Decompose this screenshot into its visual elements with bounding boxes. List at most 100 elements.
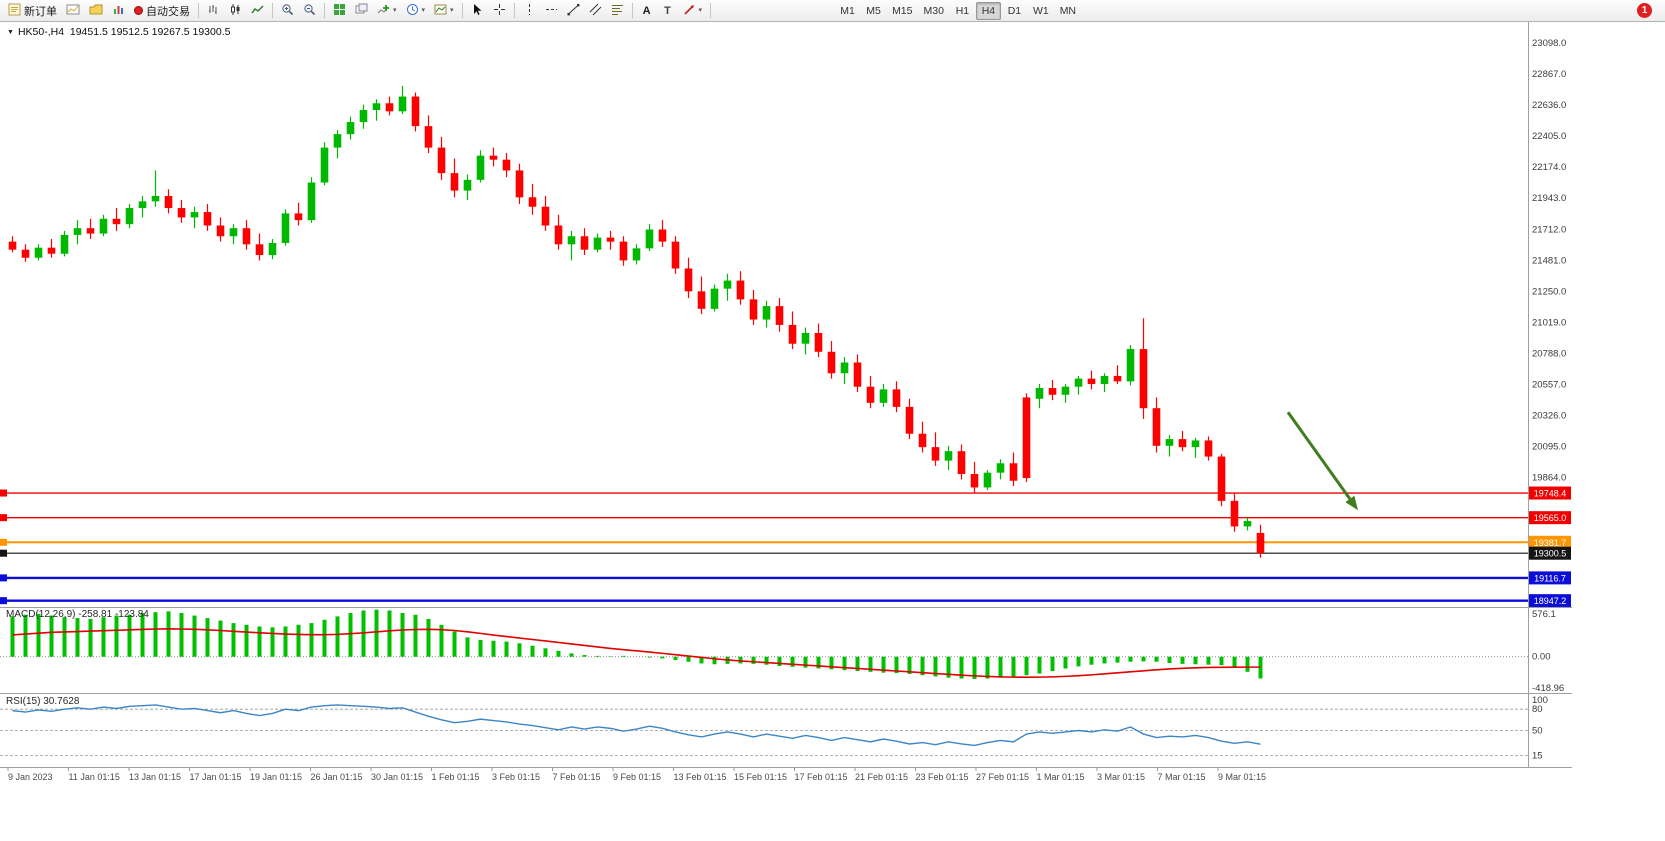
svg-text:3 Feb 01:15: 3 Feb 01:15 [492,772,540,782]
trendline-button[interactable] [563,1,584,20]
svg-text:20095.0: 20095.0 [1532,441,1566,452]
candlesticks [8,85,1265,558]
svg-text:15: 15 [1532,750,1543,761]
svg-text:19748.4: 19748.4 [1534,489,1567,499]
svg-text:21943.0: 21943.0 [1532,193,1566,204]
fibonacci-button[interactable] [607,1,628,20]
crosshair-button[interactable] [489,1,510,20]
tile-windows-button[interactable] [329,1,350,20]
svg-text:17 Jan 01:15: 17 Jan 01:15 [190,772,242,782]
timeframe-mn[interactable]: MN [1055,2,1081,20]
arrow-tool-icon [683,3,696,19]
svg-text:23 Feb 01:15: 23 Feb 01:15 [916,772,969,782]
vertical-line-button[interactable] [519,1,540,20]
svg-text:17 Feb 01:15: 17 Feb 01:15 [795,772,848,782]
zoom-in-button[interactable] [277,1,298,20]
chart-window-button[interactable] [62,1,84,20]
toolbar-separator [631,3,633,18]
price-badge [1529,486,1571,500]
svg-text:-418.96: -418.96 [1532,683,1564,694]
chevron-down-icon: ▼ [7,28,14,36]
bar-chart-button[interactable] [203,1,224,20]
timeframe-m5[interactable]: M5 [861,2,886,20]
toolbar: 新订单 自动交易 ▾ ▾ ▾ [0,0,1665,22]
cursor-icon [471,3,484,19]
timeframe-group: M1 M5 M15 M30 H1 H4 D1 W1 MN [835,1,1081,20]
cursor-button[interactable] [467,1,488,20]
hline-left-anchor [0,489,7,497]
label-tool-button[interactable]: T [658,1,678,20]
timeframe-m15[interactable]: M15 [887,2,917,20]
crosshair-icon [493,3,506,19]
channel-icon [589,3,602,19]
svg-text:30 Jan 01:15: 30 Jan 01:15 [371,772,423,782]
vertical-line-icon [523,3,536,19]
text-tool-button[interactable]: A [637,1,657,20]
svg-text:15 Feb 01:15: 15 Feb 01:15 [734,772,787,782]
trendline-icon [567,3,580,19]
text-tool-icon: A [642,4,651,17]
templates-button[interactable]: ▾ [430,1,458,20]
svg-text:11 Jan 01:15: 11 Jan 01:15 [69,772,120,782]
chevron-down-icon: ▾ [698,7,703,14]
fibonacci-icon [611,3,624,19]
toolbar-separator [198,3,199,18]
rsi-line [12,704,1261,747]
svg-text:18947.2: 18947.2 [1534,596,1567,606]
svg-text:0.00: 0.00 [1532,652,1551,663]
zoom-out-icon [303,3,316,19]
svg-text:1 Mar 01:15: 1 Mar 01:15 [1037,772,1085,782]
autotrade-status-icon [134,6,143,15]
timeframe-w1[interactable]: W1 [1028,2,1054,20]
svg-text:19 Jan 01:15: 19 Jan 01:15 [250,772,302,782]
svg-text:9 Jan 2023: 9 Jan 2023 [8,772,53,782]
new-order-button[interactable]: 新订单 [4,1,61,20]
svg-text:9 Mar 01:15: 9 Mar 01:15 [1218,772,1266,782]
toolbar-separator [710,3,712,18]
periods-button[interactable]: ▾ [402,1,430,20]
profiles-button[interactable] [85,1,107,20]
svg-text:20326.0: 20326.0 [1532,410,1566,421]
svg-text:22405.0: 22405.0 [1532,131,1566,142]
toolbar-separator [324,3,325,18]
new-order-icon [8,3,21,19]
svg-text:19300.5: 19300.5 [1534,549,1567,559]
hline-left-anchor [0,538,7,546]
svg-text:50: 50 [1532,726,1543,737]
candlestick-chart-button[interactable] [225,1,246,20]
toolbar-separator [461,3,463,18]
indicators-button[interactable]: ▾ [373,1,401,20]
timeframe-m30[interactable]: M30 [919,2,949,20]
timeframe-h4[interactable]: H4 [975,1,1001,20]
svg-text:3 Mar 01:15: 3 Mar 01:15 [1097,772,1145,782]
trend-arrow[interactable] [1286,411,1352,500]
zoom-out-button[interactable] [299,1,320,20]
indicators-icon [377,3,390,19]
notification-badge[interactable]: 1 [1637,3,1652,18]
hline-left-anchor [0,574,7,582]
line-chart-button[interactable] [247,1,268,20]
svg-text:22636.0: 22636.0 [1532,100,1566,111]
cascade-windows-button[interactable] [351,1,372,20]
horizontal-line-button[interactable] [541,1,562,20]
svg-text:19565.0: 19565.0 [1534,513,1567,523]
templates-icon [434,3,447,19]
timeframe-h1[interactable]: H1 [950,2,975,20]
svg-text:13 Feb 01:15: 13 Feb 01:15 [674,772,727,782]
macd-pane [0,609,1528,679]
svg-text:7 Feb 01:15: 7 Feb 01:15 [553,772,601,782]
svg-text:19864.0: 19864.0 [1532,473,1566,484]
profiles-icon [89,3,103,19]
channel-button[interactable] [585,1,606,20]
timeframe-m1[interactable]: M1 [835,2,860,20]
svg-text:21 Feb 01:15: 21 Feb 01:15 [855,772,908,782]
autotrade-button[interactable]: 自动交易 [130,1,194,20]
timeframe-d1[interactable]: D1 [1002,2,1027,20]
alerts-button[interactable] [108,1,129,20]
candlestick-chart-icon [229,3,242,19]
toolbar-separator [513,3,515,18]
arrows-tool-button[interactable]: ▾ [679,1,707,20]
